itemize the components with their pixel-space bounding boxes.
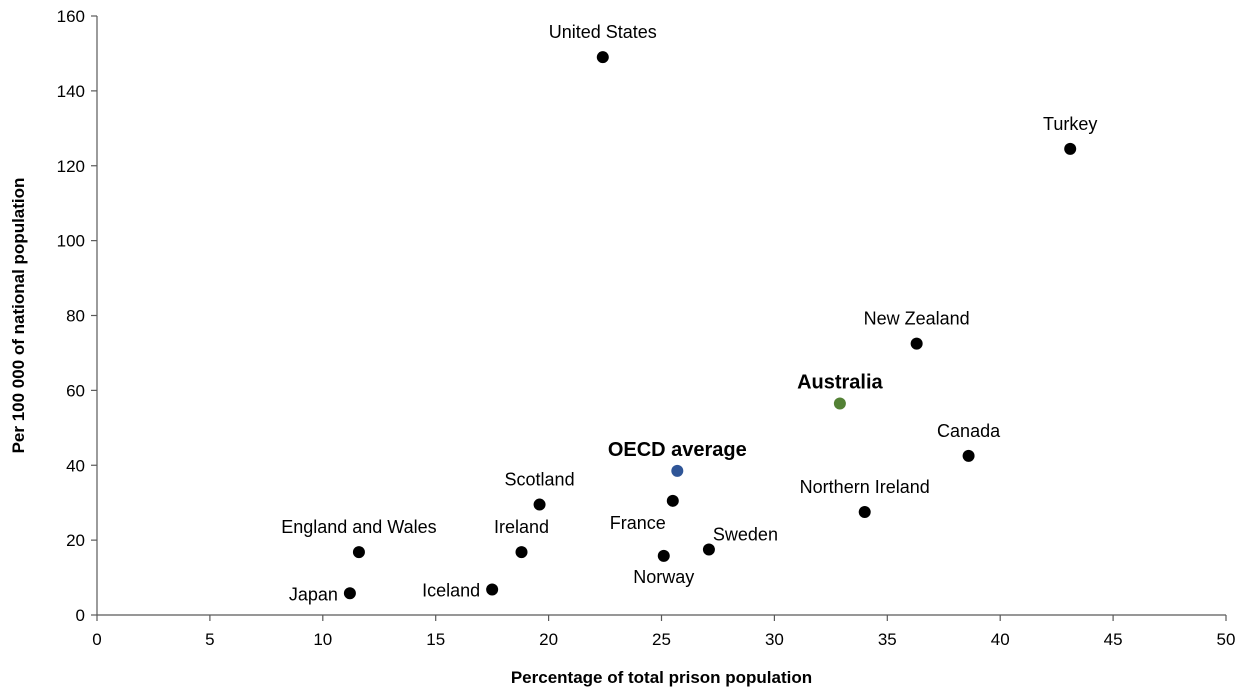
data-label: Japan — [289, 584, 338, 604]
x-tick-label: 45 — [1104, 630, 1123, 649]
y-tick-label: 20 — [66, 531, 85, 550]
data-point — [343, 587, 356, 600]
data-label: Norway — [633, 567, 694, 587]
data-point — [666, 494, 679, 507]
x-tick-label: 25 — [652, 630, 671, 649]
data-labels: United States Turkey New Zealand Australia C… — [281, 22, 1097, 604]
data-label: United States — [549, 22, 657, 42]
y-ticks: 0 20 40 60 80 100 120 140 160 — [57, 7, 97, 625]
data-point — [1064, 142, 1077, 155]
y-tick-label: 80 — [66, 307, 85, 326]
data-label: Ireland — [494, 517, 549, 537]
data-point — [515, 546, 528, 559]
data-label: New Zealand — [864, 309, 970, 329]
y-tick-label: 100 — [57, 232, 85, 251]
data-label: OECD average — [608, 439, 747, 461]
data-label: England and Wales — [281, 517, 436, 537]
x-tick-label: 40 — [991, 630, 1010, 649]
x-tick-label: 10 — [313, 630, 332, 649]
data-point — [352, 546, 365, 559]
data-point — [486, 583, 499, 596]
y-axis-title: Per 100 000 of national population — [9, 178, 28, 454]
data-label: Sweden — [713, 524, 778, 544]
data-label: Northern Ireland — [800, 477, 930, 497]
data-points — [343, 51, 1077, 600]
y-tick-label: 140 — [57, 82, 85, 101]
data-point — [702, 543, 715, 556]
data-label: Iceland — [422, 581, 480, 601]
y-tick-label: 160 — [57, 7, 85, 26]
y-tick-label: 60 — [66, 381, 85, 400]
x-tick-label: 5 — [205, 630, 214, 649]
x-tick-label: 20 — [539, 630, 558, 649]
data-label: Turkey — [1043, 114, 1097, 134]
data-point — [671, 464, 684, 477]
data-label: Australia — [797, 371, 883, 393]
data-point — [910, 337, 923, 350]
data-point — [858, 506, 871, 519]
data-label: Scotland — [505, 470, 575, 490]
x-tick-label: 15 — [426, 630, 445, 649]
x-axis-title: Percentage of total prison population — [511, 668, 812, 687]
data-point — [833, 397, 846, 410]
data-point — [657, 549, 670, 562]
x-tick-label: 35 — [878, 630, 897, 649]
y-tick-label: 0 — [76, 606, 85, 625]
data-point — [962, 449, 975, 462]
x-tick-label: 50 — [1217, 630, 1236, 649]
y-tick-label: 40 — [66, 456, 85, 475]
data-point — [533, 498, 546, 511]
data-label: France — [610, 513, 666, 533]
x-ticks: 0 5 10 15 20 25 30 35 40 45 50 — [92, 615, 1235, 649]
data-point — [596, 51, 609, 64]
data-label: Canada — [937, 421, 1001, 441]
y-tick-label: 120 — [57, 157, 85, 176]
x-tick-label: 30 — [765, 630, 784, 649]
x-tick-label: 0 — [92, 630, 101, 649]
